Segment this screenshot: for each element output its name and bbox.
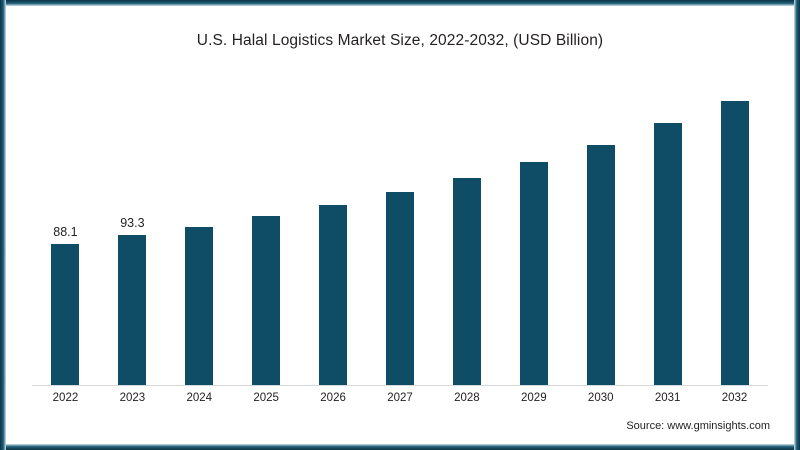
bar-slot: [433, 80, 500, 385]
bar[interactable]: [385, 192, 414, 385]
bar[interactable]: [118, 235, 147, 385]
x-tick-label: 2027: [387, 392, 413, 404]
x-tick-label: 2026: [320, 392, 346, 404]
bar-slot: [701, 80, 768, 385]
bar[interactable]: [252, 216, 281, 385]
bar-slot: [567, 80, 634, 385]
x-tick-label: 2031: [654, 392, 681, 404]
chart-title: U.S. Halal Logistics Market Size, 2022-2…: [196, 32, 604, 49]
bar-slot: 88.1: [32, 80, 99, 385]
x-tick-label: 2025: [253, 392, 279, 404]
frame-border-top: [0, 0, 800, 6]
bar-value-label: 88.1: [53, 225, 78, 239]
bar[interactable]: [319, 205, 348, 385]
bar-slot: [233, 80, 300, 385]
bar[interactable]: [586, 145, 615, 385]
bar[interactable]: [185, 227, 214, 385]
x-tick-label: 2030: [587, 392, 614, 404]
bar-slot: [500, 80, 567, 385]
source-attribution: Source: www.gminsights.com: [626, 420, 770, 432]
bar-slot: [300, 80, 367, 385]
bar[interactable]: [653, 123, 682, 385]
x-tick-label: 2028: [454, 392, 480, 404]
plot-area: 88.1 93.3: [32, 80, 768, 386]
bar-slot: [367, 80, 434, 385]
x-axis-tick-labels: 2022 2023 2024 2025 2026 2027 2028 2029 2030 2031…: [32, 392, 768, 412]
bar[interactable]: [51, 244, 80, 385]
x-tick-label: 2029: [521, 392, 547, 404]
frame-border-bottom: [0, 444, 800, 450]
bar-slot: [166, 80, 233, 385]
x-tick-label: 2023: [119, 392, 146, 404]
frame-border-right: [794, 0, 800, 450]
bar-slot: [634, 80, 701, 385]
x-axis-line: [32, 385, 768, 386]
x-tick-label: 2022: [52, 392, 79, 404]
x-tick-label: 2032: [721, 392, 748, 404]
bar[interactable]: [452, 178, 481, 385]
bar-value-label: 93.3: [120, 216, 145, 230]
bar[interactable]: [720, 101, 749, 385]
bar[interactable]: [519, 162, 548, 385]
bar-slot: 93.3: [99, 80, 166, 385]
frame-border-left: [0, 0, 6, 450]
x-tick-label: 2024: [186, 392, 213, 404]
